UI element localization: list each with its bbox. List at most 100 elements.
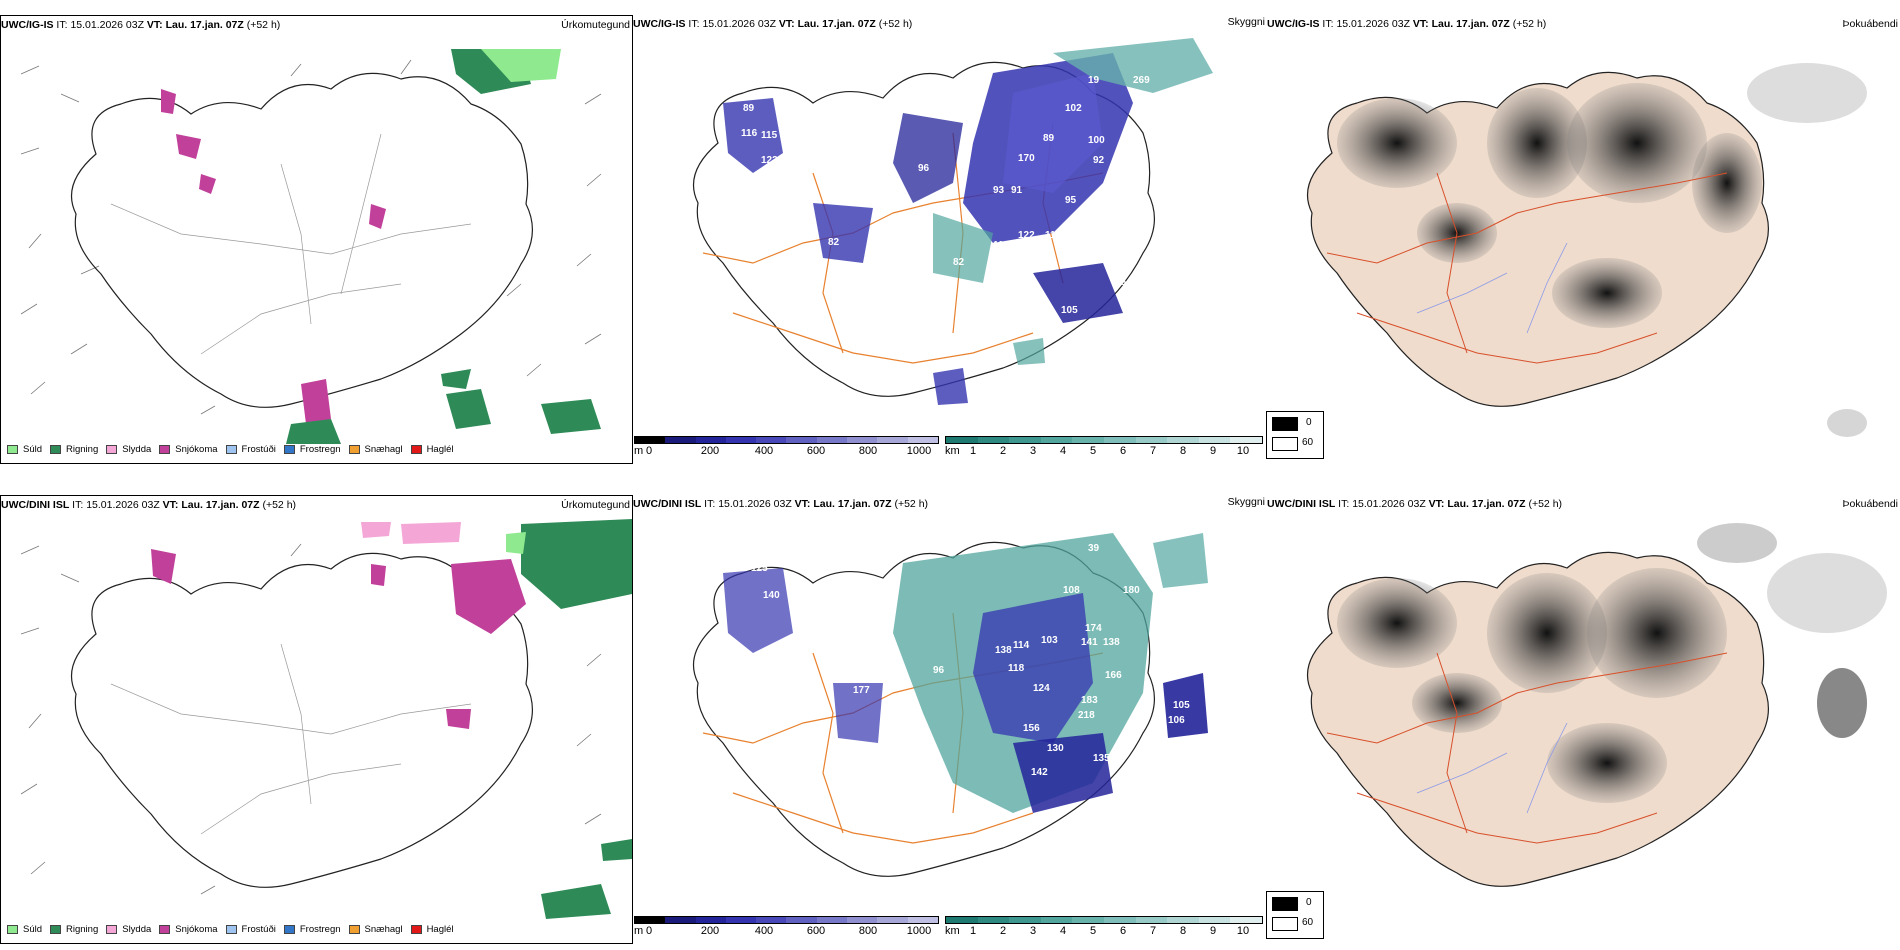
cloud-key-white	[1272, 917, 1298, 931]
visibility-colorbar: km 1 2 3 4 5 6 7 8 9 10	[945, 436, 1267, 464]
ceiling-label: 19	[1088, 75, 1100, 86]
roads	[702, 612, 1104, 844]
ceiling-label: 80	[1128, 183, 1140, 194]
cloud-key-label: 0	[1306, 897, 1312, 908]
ceiling-label: 112	[993, 240, 1010, 251]
legend-swatch	[283, 444, 295, 454]
precip-map	[20, 49, 602, 444]
visibility-tick: 10	[1236, 925, 1250, 937]
visibility-tick: 6	[1119, 925, 1127, 937]
ceiling-label: 156	[1023, 723, 1040, 734]
visibility-tick: 3	[1029, 445, 1037, 457]
ceiling-title: Skyggni	[1227, 496, 1265, 508]
precip-panel-row1: UWC/IG-IS IT: 15.01.2026 03Z VT: Lau. 17…	[0, 15, 633, 464]
legend-item: Frostregn	[283, 444, 341, 455]
iceland-outline	[692, 61, 1156, 397]
legend-swatch	[410, 924, 422, 934]
ceiling-unit: m	[634, 925, 644, 937]
ceiling-label: 82	[828, 237, 840, 248]
roads	[702, 122, 1104, 364]
ceiling-label: 116	[1045, 230, 1062, 241]
legend-item: Snjókoma	[159, 924, 218, 935]
roads	[110, 133, 472, 355]
cloud-key-frame	[1266, 891, 1324, 939]
ceiling-label: 102	[1065, 103, 1082, 114]
ceiling-tick: 400	[754, 925, 774, 937]
ceiling-tick: 800	[858, 445, 878, 457]
ceiling-label: 166	[1105, 670, 1122, 681]
ceiling-panel-row1: UWC/IG-IS IT: 15.01.2026 03Z VT: Lau. 17…	[633, 15, 1267, 464]
ceiling-label: 89	[743, 103, 755, 114]
ceiling-label: 95	[1115, 277, 1127, 288]
ceiling-label: 91	[1011, 185, 1023, 196]
visibility-tick: 9	[1209, 925, 1217, 937]
panel-header: UWC/IG-IS IT: 15.01.2026 03Z VT: Lau. 17…	[633, 18, 913, 30]
panel-header: UWC/IG-IS IT: 15.01.2026 03Z VT: Lau. 17…	[1, 19, 281, 31]
legend-swatch	[7, 444, 18, 454]
legend-item: Rigning	[50, 444, 98, 455]
ceiling-label: 177	[853, 685, 870, 696]
cloud-key-label: 60	[1302, 917, 1314, 928]
ceiling-label: 122	[761, 155, 778, 166]
ceiling-colorbar-fill	[634, 436, 939, 444]
ceiling-label: 96	[933, 665, 945, 676]
ceiling-label: 118	[1008, 663, 1025, 674]
legend-swatch	[283, 924, 295, 934]
ceiling-label: 125	[751, 563, 768, 574]
iceland-outline	[70, 552, 534, 888]
ceiling-map: 89 116 115 122 96 170 102 89 100 92 93 9…	[692, 38, 1213, 405]
rivers	[1416, 722, 1568, 814]
ceiling-tick: 200	[700, 445, 720, 457]
legend-swatch	[225, 444, 237, 454]
legend-swatch	[7, 924, 18, 934]
visibility-unit: km	[945, 925, 960, 937]
legend-swatch	[106, 924, 118, 934]
panel-header: UWC/DINI ISL IT: 15.01.2026 03Z VT: Lau.…	[1, 499, 297, 511]
ceiling-colorbar: m 0 200 400 600 800 1000	[634, 916, 964, 944]
visibility-tick: 10	[1236, 445, 1250, 457]
cloud-key-label: 60	[1302, 437, 1314, 448]
roads	[1326, 652, 1728, 844]
precip-map	[20, 519, 632, 919]
visibility-colorbar-fill	[945, 436, 1263, 444]
ceiling-label: 105	[1173, 700, 1190, 711]
legend-swatch	[159, 444, 171, 454]
legend-swatch	[50, 924, 62, 934]
ceiling-label: 112	[1093, 207, 1110, 218]
precip-legend: Súld Rigning Slydda Snjókoma Frostúði Fr…	[7, 439, 462, 459]
fog-map	[1306, 523, 1887, 887]
legend-swatch	[348, 444, 360, 454]
ceiling-tick: 600	[806, 445, 826, 457]
cloud-key-white	[1272, 437, 1298, 451]
cloud-key-black	[1272, 417, 1298, 431]
ceiling-tick: 1000	[906, 925, 932, 937]
ceiling-label: 39	[1088, 543, 1100, 554]
legend-item: Snæhagl	[348, 924, 403, 935]
visibility-tick: 8	[1179, 925, 1187, 937]
ceiling-label: 140	[763, 590, 780, 601]
visibility-tick: 1	[969, 445, 977, 457]
visibility-tick: 1	[969, 925, 977, 937]
ceiling-label: 141	[1081, 637, 1098, 648]
legend-item: Frostregn	[283, 924, 341, 935]
panel-header: UWC/DINI ISL IT: 15.01.2026 03Z VT: Lau.…	[633, 498, 929, 510]
precip-areas	[151, 519, 632, 919]
ceiling-label: 124	[1033, 683, 1050, 694]
legend-item: Slydda	[106, 924, 151, 935]
visibility-tick: 9	[1209, 445, 1217, 457]
panel-header: UWC/IG-IS IT: 15.01.2026 03Z VT: Lau. 17…	[1267, 18, 1547, 30]
ceiling-label: 183	[1081, 695, 1098, 706]
panel-header: UWC/DINI ISL IT: 15.01.2026 03Z VT: Lau.…	[1267, 498, 1563, 510]
cloud-key-frame	[1266, 411, 1324, 459]
iceland-outline	[692, 541, 1156, 877]
ceiling-label: 174	[1085, 623, 1102, 634]
ceiling-areas	[723, 533, 1208, 813]
ceiling-label: 93	[993, 185, 1005, 196]
ceiling-label: 115	[761, 130, 778, 141]
legend-item: Rigning	[50, 924, 98, 935]
ceiling-label: 120	[888, 225, 905, 236]
ceiling-label: 138	[995, 645, 1012, 656]
ceiling-label: 130	[1047, 743, 1064, 754]
visibility-colorbar-fill	[945, 916, 1263, 924]
ceiling-label: 96	[918, 163, 930, 174]
